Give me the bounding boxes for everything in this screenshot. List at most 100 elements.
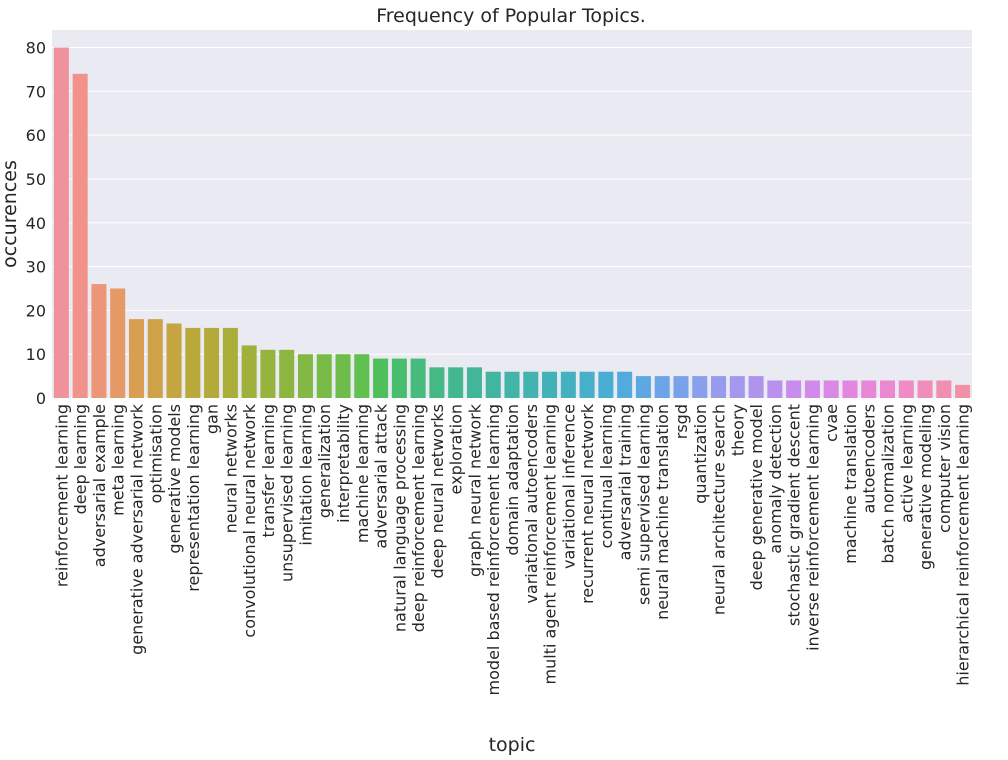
x-tick-label: adversarial example <box>90 404 109 567</box>
x-tick-label: cvae <box>822 404 841 442</box>
bar <box>185 327 201 398</box>
bar <box>297 354 313 398</box>
bar <box>260 349 276 398</box>
x-tick-label: anomaly detection <box>766 404 785 554</box>
bar <box>654 376 670 398</box>
x-tick-label: deep learning <box>71 404 90 514</box>
bar <box>72 73 88 399</box>
y-tick-label: 20 <box>26 301 46 320</box>
bar <box>391 358 407 398</box>
x-tick-label: unsupervised learning <box>278 404 297 582</box>
x-axis-ticks: reinforcement learning deep learning adver… <box>52 403 972 695</box>
x-tick-label: convolutional neural network <box>240 403 259 637</box>
bar <box>711 376 727 398</box>
x-tick-label: multi agent reinforcement learning <box>541 404 560 684</box>
bar <box>110 288 126 398</box>
bar <box>128 319 144 398</box>
bar <box>373 358 389 398</box>
bar <box>429 367 445 398</box>
x-tick-label: autoencoders <box>860 404 879 514</box>
bar <box>617 371 633 398</box>
x-tick-label: interpretability <box>334 404 353 523</box>
bar <box>842 380 858 398</box>
bar <box>91 284 107 398</box>
chart-title: Frequency of Popular Topics. <box>376 5 646 27</box>
x-tick-label: generative models <box>165 404 184 554</box>
y-tick-label: 70 <box>26 82 46 101</box>
bar <box>222 327 238 398</box>
x-tick-label: computer vision <box>935 404 954 533</box>
bar <box>204 327 220 398</box>
x-tick-label: machine learning <box>353 404 372 543</box>
y-axis-label: occurences <box>0 160 21 268</box>
bar <box>147 319 163 398</box>
bar <box>504 371 520 398</box>
y-tick-label: 50 <box>26 170 46 189</box>
x-tick-label: variational autoencoders <box>522 404 541 604</box>
bars <box>53 47 971 399</box>
bar <box>166 323 182 398</box>
x-tick-label: quantization <box>691 404 710 504</box>
x-tick-label: batch normalization <box>879 404 898 564</box>
x-tick-label: gan <box>203 404 222 434</box>
x-tick-label: theory <box>728 404 747 456</box>
x-axis-label: topic <box>489 734 536 756</box>
x-tick-label: continual learning <box>597 404 616 548</box>
bar <box>410 358 426 398</box>
bar <box>279 349 295 398</box>
bar <box>692 376 708 398</box>
bar <box>485 371 501 398</box>
x-tick-label: reinforcement learning <box>52 404 71 587</box>
x-tick-label: rsgd <box>672 404 691 439</box>
bar <box>241 345 257 398</box>
x-tick-label: generative modeling <box>916 404 935 570</box>
x-tick-label: variational inference <box>559 404 578 569</box>
bar <box>335 354 351 398</box>
y-tick-label: 40 <box>26 214 46 233</box>
x-tick-label: model based reinforcement learning <box>484 404 503 695</box>
x-tick-label: adversarial training <box>616 404 635 560</box>
x-tick-label: natural language processing <box>390 404 409 632</box>
x-tick-label: transfer learning <box>259 404 278 538</box>
y-tick-label: 60 <box>26 126 46 145</box>
x-tick-label: recurrent neural network <box>578 403 597 604</box>
bar <box>898 380 914 398</box>
bar <box>542 371 558 398</box>
x-tick-label: stochastic gradient descent <box>785 404 804 626</box>
x-tick-label: domain adaptation <box>503 404 522 556</box>
x-tick-label: graph neural network <box>465 403 484 577</box>
bar <box>917 380 933 398</box>
x-tick-label: deep reinforcement learning <box>409 404 428 632</box>
x-tick-label: neural networks <box>221 404 240 533</box>
bar <box>880 380 896 398</box>
y-axis-ticks: 0 10 20 30 40 50 60 70 80 <box>26 39 46 408</box>
y-tick-label: 30 <box>26 258 46 277</box>
bar <box>729 376 745 398</box>
x-tick-label: inverse reinforcement learning <box>803 404 822 651</box>
bar <box>579 371 595 398</box>
x-tick-label: active learning <box>897 404 916 523</box>
bar <box>861 380 877 398</box>
x-tick-label: generalization <box>315 404 334 518</box>
bar <box>523 371 539 398</box>
x-tick-label: machine translation <box>841 404 860 564</box>
x-tick-label: neural architecture search <box>710 404 729 615</box>
x-tick-label: meta learning <box>109 404 128 516</box>
bar <box>635 376 651 398</box>
bar <box>53 47 69 399</box>
bar <box>823 380 839 398</box>
x-tick-label: optimisation <box>146 404 165 503</box>
bar <box>955 384 971 398</box>
bar <box>448 367 464 398</box>
x-tick-label: exploration <box>447 404 466 494</box>
y-tick-label: 0 <box>36 389 46 408</box>
x-tick-label: neural machine translation <box>653 404 672 620</box>
x-tick-label: adversarial attack <box>372 403 391 548</box>
x-tick-label: generative adversarial network <box>127 403 146 655</box>
x-tick-label: semi supervised learning <box>634 404 653 605</box>
y-tick-label: 80 <box>26 39 46 58</box>
y-tick-label: 10 <box>26 345 46 364</box>
bar <box>598 371 614 398</box>
bar <box>673 376 689 398</box>
